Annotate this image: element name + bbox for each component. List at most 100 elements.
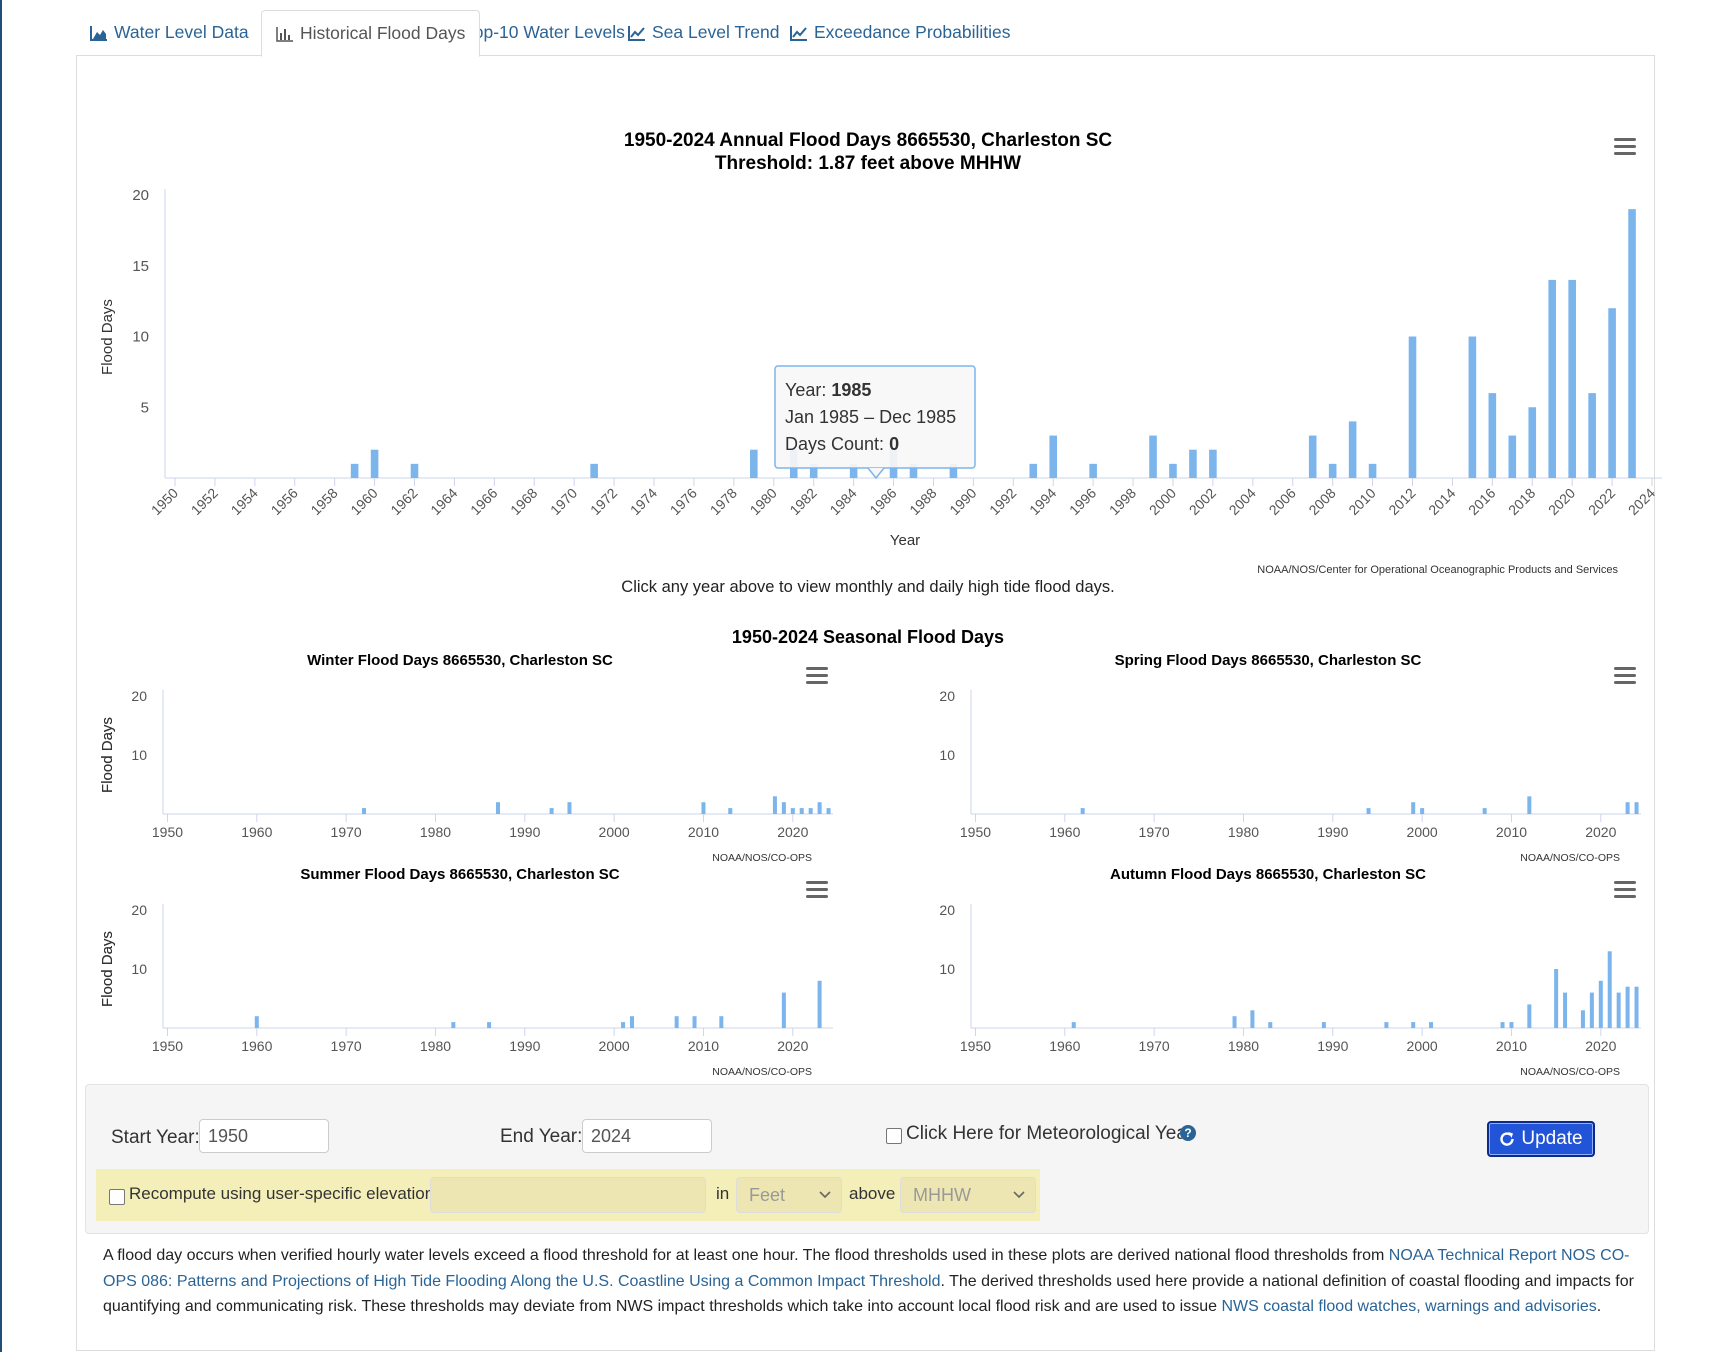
bar — [1508, 435, 1517, 478]
x-tick-label: 1992 — [986, 485, 1019, 518]
x-tick-label: 1958 — [307, 485, 340, 518]
y-axis-title: Flood Days — [99, 717, 116, 793]
units-select[interactable]: Feet — [736, 1177, 842, 1213]
seasonal-title: 1950-2024 Seasonal Flood Days — [732, 627, 1004, 647]
bar — [1527, 796, 1532, 814]
bar — [1628, 209, 1636, 478]
menu-icon[interactable] — [1614, 138, 1636, 155]
bar — [1568, 279, 1576, 478]
bar — [1366, 808, 1371, 814]
menu-line — [1614, 681, 1636, 684]
bar — [728, 808, 733, 814]
x-tick-label: 2018 — [1505, 485, 1538, 518]
menu-icon[interactable] — [1614, 667, 1636, 684]
nws-coastal-flood-link[interactable]: NWS coastal flood watches, warnings and … — [1221, 1298, 1597, 1315]
x-tick-label: 1976 — [667, 485, 700, 518]
bar — [1554, 969, 1559, 1028]
description-text: . The derived thresholds used here provi… — [103, 1272, 1634, 1316]
bar — [1420, 808, 1425, 814]
x-tick-label: 1980 — [420, 824, 451, 840]
seasonal-chart-title: Autumn Flood Days 8665530, Charleston SC — [1110, 866, 1426, 883]
x-tick-label: 1970 — [547, 485, 580, 518]
tab-label: Sea Level Trend — [652, 22, 780, 42]
bar — [1169, 463, 1177, 478]
start-year-input[interactable]: 1950 — [199, 1119, 329, 1153]
x-tick-label: 2024 — [1625, 485, 1658, 518]
x-tick-label: 2004 — [1226, 485, 1259, 518]
bar — [1029, 463, 1038, 478]
bar — [1321, 1022, 1326, 1028]
seasonal-chart-title: Winter Flood Days 8665530, Charleston SC — [307, 652, 613, 669]
bar — [629, 1016, 635, 1028]
meteorological-year-label[interactable]: Click Here for Meteorological Year — [906, 1123, 1194, 1144]
x-tick-label: 1984 — [826, 485, 859, 518]
update-button[interactable]: Update — [1487, 1121, 1595, 1157]
x-tick-label: 2014 — [1425, 485, 1458, 518]
bar — [1500, 1022, 1505, 1028]
window-edge — [0, 0, 2, 1352]
x-tick-label: 2008 — [1305, 485, 1338, 518]
description-text: A flood day occurs when verified hourly … — [103, 1247, 1389, 1264]
bar — [495, 802, 501, 814]
menu-line — [1614, 674, 1636, 677]
x-tick-label: 2000 — [1407, 824, 1438, 840]
tab-historical-flood-days[interactable]: Historical Flood Days — [261, 10, 481, 57]
seasonal-chart: Winter Flood Days 8665530, Charleston SC… — [99, 652, 833, 864]
menu-line — [806, 895, 828, 898]
tab-sea-level-trend[interactable]: Sea Level Trend — [628, 10, 779, 55]
x-tick-label: 1954 — [228, 485, 261, 518]
chevron-down-icon — [1013, 1191, 1025, 1199]
chart-credits: NOAA/NOS/Center for Operational Oceanogr… — [1257, 564, 1618, 576]
x-tick-label: 2020 — [1585, 824, 1616, 840]
tooltip-count-label: Days Count: — [785, 434, 884, 454]
bar — [772, 796, 777, 814]
recompute-label[interactable]: Recompute using user-specific elevation — [129, 1184, 435, 1203]
elevation-input[interactable] — [430, 1177, 706, 1213]
menu-icon[interactable] — [1614, 881, 1636, 898]
end-year-input[interactable]: 2024 — [582, 1119, 712, 1153]
x-tick-label: 1950 — [152, 1038, 183, 1054]
click-hint: Click any year above to view monthly and… — [621, 578, 1114, 596]
y-tick-label: 15 — [132, 258, 149, 275]
y-axis-title: Flood Days — [99, 931, 116, 1007]
svg-text:Year: 1985: Year: 1985 — [785, 380, 871, 400]
x-tick-label: 1962 — [387, 485, 420, 518]
tooltip-period: Jan 1985 – Dec 1985 — [785, 407, 956, 427]
bar — [1408, 336, 1417, 478]
bar — [350, 463, 359, 478]
datum-select[interactable]: MHHW — [900, 1177, 1036, 1213]
seasonal-chart: Summer Flood Days 8665530, Charleston SC… — [99, 866, 833, 1078]
noaa-technical-report-link[interactable]: NOAA Technical Report NOS CO-OPS 086: Pa… — [103, 1247, 1630, 1290]
units-value: Feet — [749, 1184, 786, 1205]
bar — [370, 449, 379, 478]
x-tick-label: 2000 — [1146, 485, 1179, 518]
help-icon[interactable]: ? — [1180, 1125, 1196, 1141]
y-axis-title: Flood Days — [99, 717, 116, 793]
x-tick-label: 1990 — [1317, 824, 1348, 840]
x-tick-label: 1970 — [1139, 1038, 1170, 1054]
bar — [1588, 393, 1596, 478]
menu-icon[interactable] — [806, 667, 828, 684]
y-tick-label: 20 — [939, 902, 955, 918]
chart-credits: NOAA/NOS/CO-OPS — [712, 1066, 812, 1078]
x-tick-label: 2000 — [1407, 1038, 1438, 1054]
y-tick-label: 20 — [132, 187, 149, 204]
meteorological-year-checkbox[interactable] — [886, 1128, 902, 1144]
y-axis-title: Flood Days — [99, 299, 116, 375]
bar — [1468, 336, 1477, 478]
bar — [808, 808, 813, 814]
chart-subtitle: Threshold: 1.87 feet above MHHW — [715, 153, 1021, 174]
menu-icon[interactable] — [806, 881, 828, 898]
x-tick-label: 1950 — [148, 485, 181, 518]
tab-water-level-data[interactable]: Water Level Data — [90, 10, 249, 55]
menu-line — [806, 881, 828, 884]
x-tick-label: 2006 — [1266, 485, 1299, 518]
bar — [1625, 802, 1630, 814]
recompute-checkbox[interactable] — [109, 1189, 125, 1205]
menu-line — [1614, 881, 1636, 884]
tab-exceedance-probabilities[interactable]: Exceedance Probabilities — [790, 10, 1011, 55]
y-tick-label: 10 — [131, 747, 147, 763]
x-tick-label: 1980 — [1228, 1038, 1259, 1054]
annual-flood-days-chart[interactable]: 1950-2024 Annual Flood Days 8665530, Cha… — [0, 0, 1716, 630]
bar — [1250, 1010, 1255, 1028]
